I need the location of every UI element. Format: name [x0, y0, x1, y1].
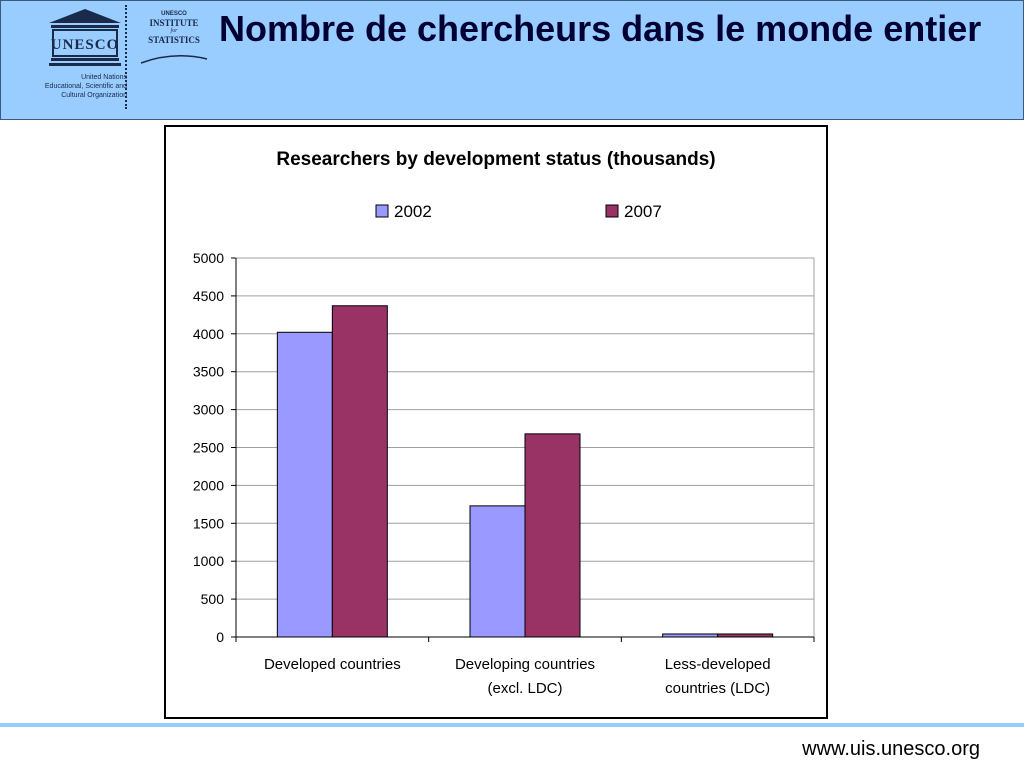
x-tick-label: Less-developed — [665, 656, 771, 673]
bar-chart: Researchers by development status (thous… — [193, 149, 815, 697]
plot-area: 0 500 1000 1500 2000 2500 3000 3500 4000 4500 5000… — [193, 250, 815, 697]
chart-title: Researchers by development status (thous… — [276, 149, 715, 170]
bar-2007 — [717, 633, 774, 638]
uis-logo-line-3: for — [170, 28, 178, 34]
unesco-logo: UNESCO United Nations Educational, Scien… — [15, 7, 127, 107]
chart-frame: Researchers by development status (thous… — [164, 125, 828, 719]
bar-2002 — [276, 331, 333, 638]
uis-logo-line-1: UNESCO — [161, 11, 187, 17]
x-tick-label: countries (LDC) — [665, 680, 770, 697]
uis-logo: UNESCO INSTITUTE for STATISTICS — [139, 11, 209, 67]
un-org-line-2: Educational, Scientific and — [44, 83, 127, 90]
un-org-name: United Nations Educational, Scientific a… — [15, 73, 127, 100]
unesco-logo-text: UNESCO — [51, 37, 120, 53]
un-org-line-3: Cultural Organization — [61, 92, 127, 99]
chart-legend: 2002 2007 — [375, 202, 662, 221]
unesco-temple-icon: UNESCO — [49, 9, 121, 66]
y-tick-label: 2500 — [193, 440, 224, 456]
header-band: UNESCO United Nations Educational, Scien… — [0, 0, 1024, 120]
y-tick-label: 4500 — [193, 288, 224, 304]
y-tick-label: 5000 — [193, 250, 224, 266]
uis-logo-line-2: INSTITUTE — [149, 18, 199, 28]
legend-label-2002: 2002 — [394, 202, 432, 221]
x-tick-label: Developing countries — [455, 656, 595, 673]
x-tick-label: Developed countries — [264, 656, 401, 673]
legend-label-2007: 2007 — [624, 202, 662, 221]
y-tick-label: 0 — [216, 629, 224, 645]
y-tick-label: 3000 — [193, 402, 224, 418]
y-tick-label: 1500 — [193, 515, 224, 531]
uis-logo-line-4: STATISTICS — [148, 35, 200, 45]
page-title: Nombre de chercheurs dans le monde entie… — [219, 8, 982, 49]
un-org-line-1: United Nations — [81, 74, 127, 81]
y-tick-label: 3500 — [193, 364, 224, 380]
bar-2002 — [469, 505, 526, 638]
footer-url[interactable]: www.uis.unesco.org — [802, 738, 980, 760]
y-tick-label: 2000 — [193, 477, 224, 493]
bar-2007 — [524, 433, 581, 638]
x-tick-label: (excl. LDC) — [487, 680, 562, 697]
bar-2007 — [331, 305, 388, 638]
y-tick-label: 1000 — [193, 553, 224, 569]
legend-swatch-2002 — [375, 204, 389, 218]
logo-separator — [125, 5, 129, 109]
y-tick-label: 500 — [201, 591, 225, 607]
footer-divider — [0, 723, 1024, 727]
bar-2002 — [662, 633, 719, 638]
y-tick-label: 4000 — [193, 326, 224, 342]
uis-swoosh-icon — [140, 55, 208, 64]
legend-swatch-2007 — [605, 204, 619, 218]
